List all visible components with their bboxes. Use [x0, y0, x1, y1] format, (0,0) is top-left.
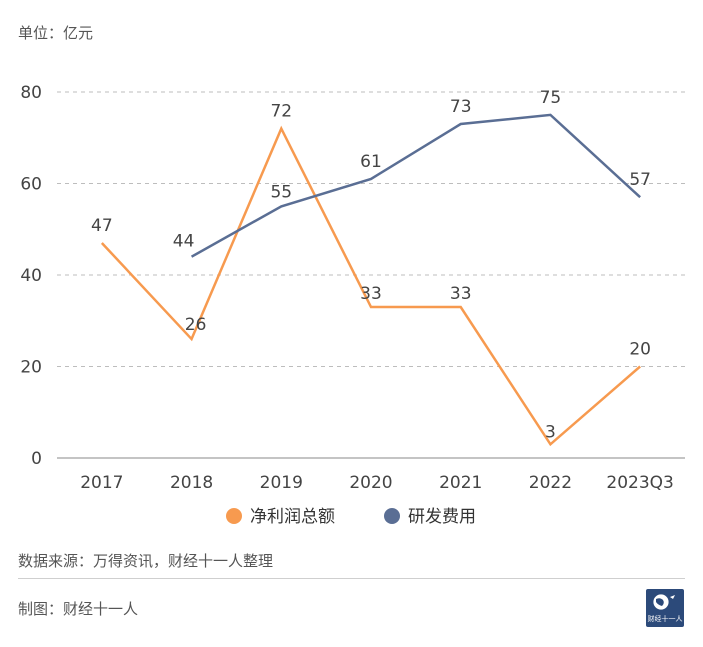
x-tick-label: 2020	[349, 473, 392, 493]
x-tick-label: 2022	[529, 473, 572, 493]
series-line-net-profit	[100, 125, 641, 447]
data-label: 72	[270, 102, 292, 122]
data-label: 61	[360, 152, 382, 172]
y-tick-label: 40	[20, 266, 42, 286]
x-tick-label: 2017	[80, 473, 123, 493]
data-label: 33	[360, 284, 382, 304]
y-tick-label: 60	[20, 175, 42, 195]
x-tick-label: 2019	[260, 473, 303, 493]
brand-logo: 财经十一人	[646, 589, 684, 627]
chart-credit: 制图：财经十一人	[18, 600, 139, 618]
y-tick-label: 0	[31, 449, 42, 469]
data-label: 73	[450, 97, 472, 117]
data-label: 47	[91, 216, 113, 236]
y-tick-label: 20	[20, 358, 42, 378]
legend-marker-rnd-expense	[384, 508, 400, 524]
data-label: 75	[540, 88, 562, 108]
line-chart: 0 20 40 60 80 2017 2018 2019 2020 2021 2022 2023Q3 4…	[20, 83, 685, 527]
divider	[18, 578, 685, 579]
x-tick-label: 2023Q3	[606, 473, 673, 493]
data-label: 33	[450, 284, 472, 304]
legend-label-rnd-expense: 研发费用	[408, 507, 476, 527]
data-label: 20	[629, 340, 651, 360]
legend-marker-net-profit	[226, 508, 242, 524]
legend-label-net-profit: 净利润总额	[250, 507, 335, 527]
globe-icon	[652, 593, 675, 611]
data-source: 数据来源：万得资讯，财经十一人整理	[18, 552, 274, 570]
x-tick-label: 2021	[439, 473, 482, 493]
data-label: 26	[185, 315, 207, 335]
y-tick-label: 80	[20, 83, 42, 103]
unit-label: 单位：亿元	[18, 24, 94, 42]
logo-text: 财经十一人	[647, 615, 683, 623]
series-line-rnd-expense	[190, 113, 641, 258]
data-label: 3	[545, 422, 556, 442]
data-label: 44	[173, 232, 195, 252]
x-tick-label: 2018	[170, 473, 213, 493]
data-label: 57	[629, 170, 651, 190]
data-label: 55	[270, 182, 292, 202]
